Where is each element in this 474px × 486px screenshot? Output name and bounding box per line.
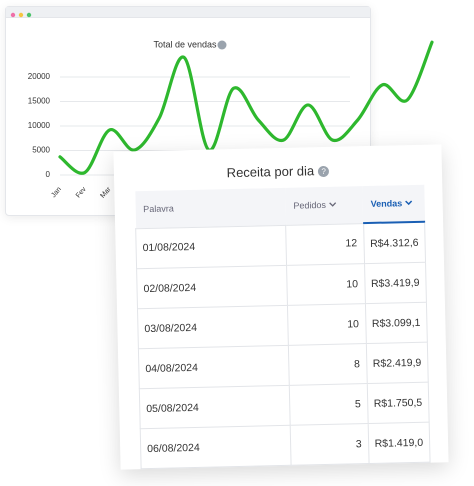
y-tick-label: 20000 — [28, 72, 51, 81]
table-cell: 12 — [285, 223, 365, 266]
table-cell: R$3.099,1 — [364, 302, 428, 344]
help-icon: ? — [318, 165, 330, 178]
x-tick-label: Mar — [99, 185, 113, 199]
chevron — [328, 202, 336, 207]
table-cell: 8 — [288, 343, 367, 386]
table-title-row: Receita por dia? — [114, 160, 442, 182]
window-dots — [10, 12, 32, 18]
help-icon — [217, 40, 227, 50]
table-cell: 06/08/2024 — [140, 425, 292, 469]
x-tick-label: Jan — [50, 186, 63, 199]
table-row: 02/08/2024 10 R$3.419,9 — [136, 262, 427, 309]
window-bar — [6, 7, 370, 18]
table-row: 04/08/2024 8 R$2.419,9 — [138, 342, 429, 389]
y-tick-label: 10000 — [28, 121, 51, 130]
column-label: Vendas — [370, 198, 403, 209]
table-cell: 01/08/2024 — [135, 224, 287, 269]
table-cell: 02/08/2024 — [136, 265, 288, 309]
table-cell: 03/08/2024 — [137, 305, 289, 349]
y-tick-label: 5000 — [32, 146, 50, 155]
table-cell: 10 — [286, 263, 365, 306]
table-row: 06/08/2024 3 R$1.419,0 — [140, 422, 431, 469]
table-cell: 3 — [290, 423, 369, 466]
chevron — [405, 200, 413, 206]
table-cell: 04/08/2024 — [138, 345, 290, 389]
table-cell: 5 — [289, 383, 368, 426]
table-cell: R$2.419,9 — [365, 342, 429, 384]
column-label: Palavra — [143, 203, 174, 215]
column-header[interactable]: Vendas — [362, 184, 425, 224]
table-cell: R$1.750,5 — [366, 382, 430, 424]
table-cell: R$4.312,6 — [363, 221, 426, 264]
table-card: Receita por dia? Palavra Pedidos Vendas … — [113, 144, 449, 470]
table-title: Receita por dia — [226, 163, 315, 181]
table-cell: 10 — [287, 303, 366, 346]
table-cell: 05/08/2024 — [139, 385, 291, 429]
column-header[interactable]: Palavra — [134, 187, 286, 229]
table-row: 03/08/2024 10 R$3.099,1 — [137, 302, 428, 349]
table-cell: R$1.419,0 — [367, 422, 431, 464]
sales-line — [58, 40, 434, 175]
table-row: 01/08/2024 12 R$4.312,6 — [135, 221, 426, 269]
table-cell: R$3.419,9 — [364, 262, 427, 304]
y-tick-label: 0 — [46, 170, 51, 179]
table: Palavra Pedidos Vendas 01/08/2024 12 R$4.3… — [134, 184, 431, 470]
column-label: Pedidos — [293, 200, 327, 211]
y-tick-label: 15000 — [28, 97, 51, 106]
column-header[interactable]: Pedidos — [285, 186, 364, 225]
table-row: 05/08/2024 5 R$1.750,5 — [139, 382, 430, 429]
chart-title: Total de vendas — [153, 39, 217, 49]
x-tick-label: Fev — [75, 186, 88, 200]
